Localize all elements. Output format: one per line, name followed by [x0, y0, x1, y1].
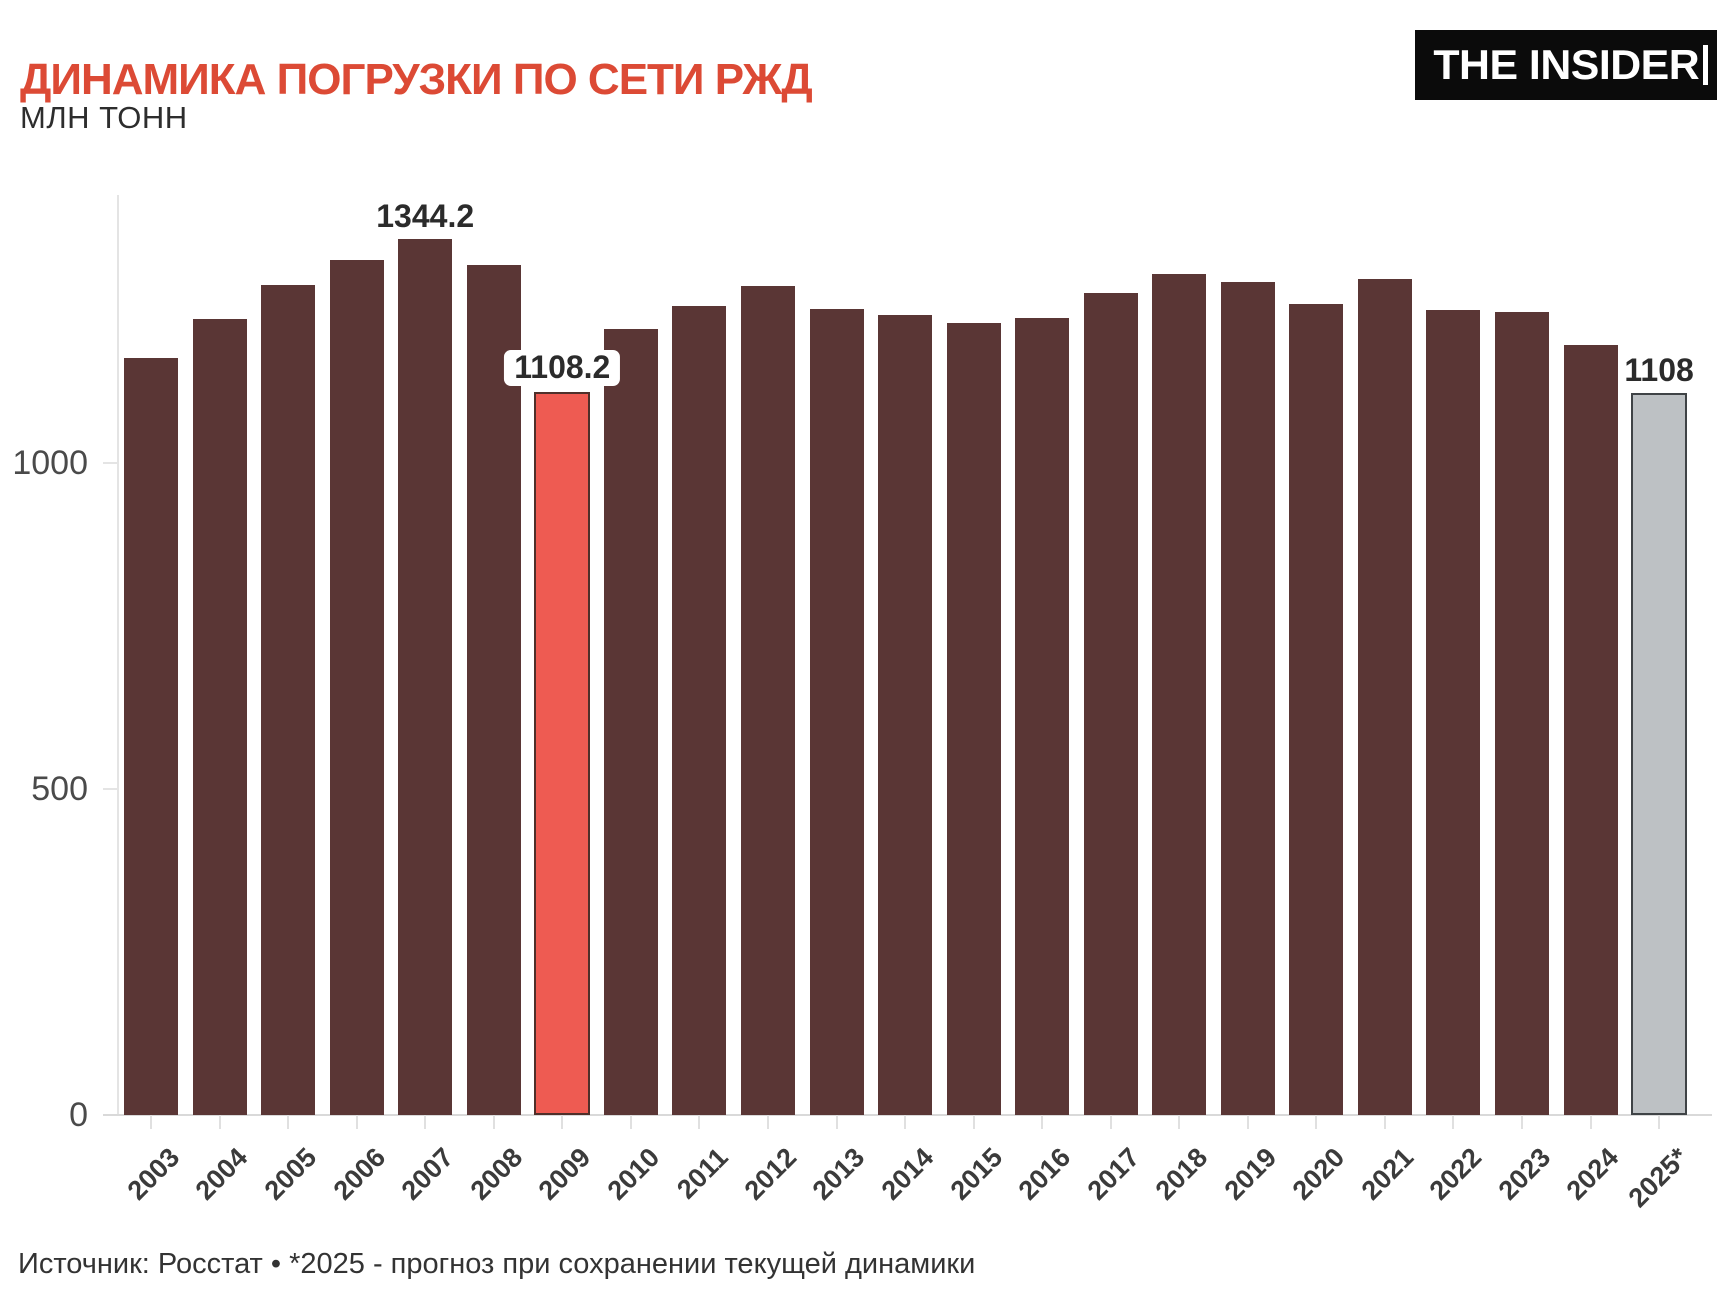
bar-2019 [1220, 281, 1275, 1115]
x-axis-tick [561, 1115, 564, 1129]
bar-2022 [1426, 310, 1481, 1115]
logo-wordmark: THE INSIDER [1433, 41, 1699, 88]
x-axis-label-2006: 2006 [327, 1142, 391, 1206]
x-axis-label-2003: 2003 [121, 1142, 186, 1206]
chart-unit-subtitle: МЛН ТОНН [20, 100, 188, 135]
logo-cursor-bar-icon [1703, 45, 1708, 85]
bar-chart: 0 500 1000 2003 2004 2005 2006 2007 2008 2009 2010… [0, 195, 1732, 1213]
bar-2011 [672, 305, 727, 1115]
bar-value-label-2009: 1108.2 [504, 350, 621, 387]
x-axis-label-2011: 2011 [670, 1142, 734, 1205]
x-axis-tick [492, 1115, 495, 1129]
bar-2017 [1083, 292, 1138, 1115]
x-axis-label-2014: 2014 [875, 1142, 940, 1206]
x-axis-label-2005: 2005 [258, 1142, 323, 1206]
bar-2008 [466, 264, 521, 1115]
x-axis-tick [766, 1115, 769, 1129]
bar-2025 [1631, 392, 1688, 1115]
x-axis-tick [1246, 1115, 1249, 1129]
bar-2013 [809, 308, 864, 1115]
y-axis-label: 1000 [12, 444, 88, 482]
x-axis-label-2015: 2015 [944, 1142, 1008, 1206]
bar-2020 [1289, 304, 1344, 1115]
x-axis-label-2024: 2024 [1561, 1142, 1625, 1206]
x-axis-tick [1178, 1115, 1181, 1129]
bar-2007 [398, 238, 453, 1115]
x-axis-label-2013: 2013 [807, 1142, 871, 1206]
x-axis-label-2007: 2007 [395, 1142, 460, 1206]
x-axis-tick [698, 1115, 701, 1129]
bar-2004 [192, 318, 247, 1115]
x-axis-label-2016: 2016 [1012, 1142, 1077, 1206]
bar-2012 [740, 285, 795, 1115]
x-axis-tick [1658, 1115, 1661, 1129]
bar-value-label-2025: 1108 [1624, 351, 1694, 388]
x-axis-tick [218, 1115, 221, 1129]
x-axis-tick [150, 1115, 152, 1129]
x-axis-tick [1452, 1115, 1455, 1129]
x-axis-label-2004: 2004 [190, 1142, 254, 1206]
bar-2023 [1495, 311, 1549, 1115]
bar-2003 [124, 358, 178, 1115]
x-axis-tick [1589, 1115, 1592, 1129]
bar-2006 [329, 260, 384, 1115]
x-axis-label-2009: 2009 [532, 1142, 597, 1206]
x-axis-tick [1521, 1115, 1523, 1129]
bar-2005 [261, 285, 316, 1115]
bar-2021 [1357, 278, 1412, 1115]
x-axis-tick [424, 1115, 427, 1129]
x-axis-label-2019: 2019 [1218, 1142, 1283, 1206]
x-axis-tick [972, 1115, 975, 1129]
x-axis-baseline [103, 1114, 1712, 1116]
x-axis-label-2010: 2010 [601, 1142, 666, 1206]
bar-2024 [1563, 344, 1618, 1115]
bar-2014 [878, 315, 933, 1115]
y-axis-line [117, 195, 119, 1115]
x-axis-label-2023: 2023 [1492, 1142, 1557, 1206]
bar-2018 [1152, 274, 1207, 1115]
y-axis-label: 500 [31, 770, 88, 808]
x-axis-tick [1383, 1115, 1386, 1129]
y-axis-tick [103, 462, 117, 464]
x-axis-tick [355, 1115, 358, 1129]
bar-2009 [534, 392, 591, 1115]
bar-2010 [603, 328, 658, 1115]
x-axis-tick [1315, 1115, 1318, 1129]
chart-title: ДИНАМИКА ПОГРУЗКИ ПО СЕТИ РЖД [20, 55, 813, 105]
bar-2016 [1015, 318, 1070, 1115]
x-axis-label-2012: 2012 [738, 1142, 803, 1206]
y-axis-label: 0 [69, 1096, 88, 1134]
x-axis-label-2021: 2021 [1355, 1142, 1420, 1206]
source-note: Источник: Росстат • *2025 - прогноз при … [18, 1248, 976, 1280]
x-axis-label-2017: 2017 [1081, 1142, 1145, 1206]
x-axis-label-2022: 2022 [1423, 1142, 1488, 1206]
x-axis-tick [629, 1115, 632, 1129]
x-axis-tick [904, 1115, 907, 1129]
the-insider-logo: THE INSIDER [1415, 30, 1717, 100]
x-axis-label-2025: 2025* [1622, 1142, 1694, 1214]
x-axis-tick [1041, 1115, 1044, 1129]
x-axis-label-2008: 2008 [464, 1142, 528, 1206]
bar-value-label-2007: 1344.2 [376, 197, 475, 234]
x-axis-tick [1109, 1115, 1112, 1129]
x-axis-label-2018: 2018 [1149, 1142, 1214, 1206]
x-axis-tick [835, 1115, 838, 1129]
bar-2015 [946, 323, 1001, 1115]
x-axis-tick [287, 1115, 290, 1129]
x-axis-label-2020: 2020 [1286, 1142, 1351, 1206]
y-axis-tick [103, 788, 117, 790]
